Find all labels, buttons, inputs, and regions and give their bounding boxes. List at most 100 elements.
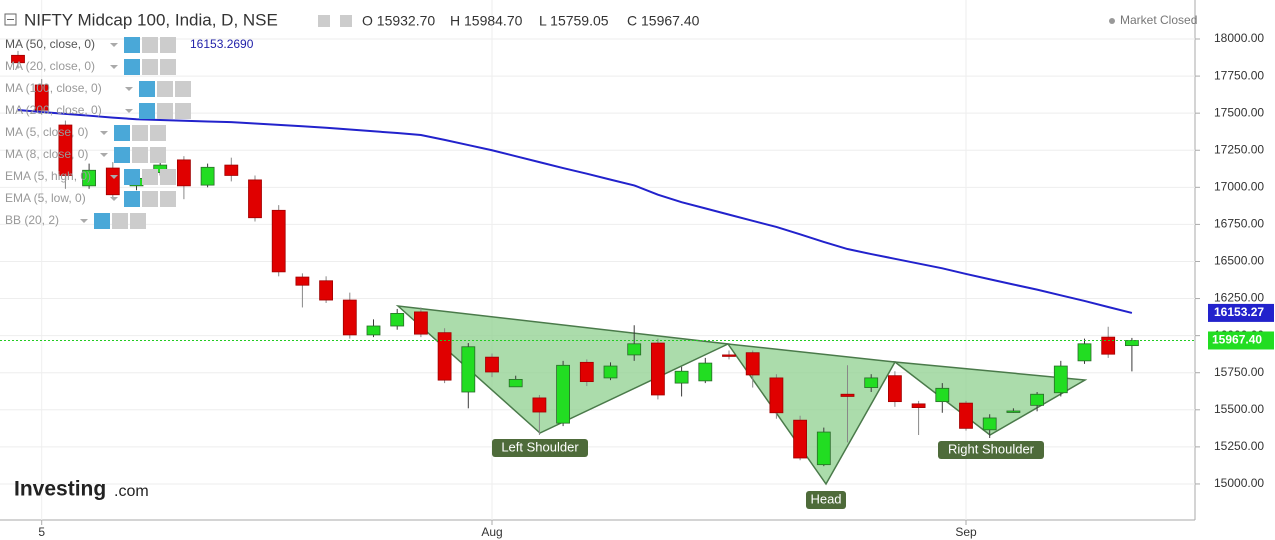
visibility-icon[interactable] <box>94 213 110 229</box>
candle-body <box>437 332 452 381</box>
candle-body <box>295 276 310 286</box>
visibility-icon[interactable] <box>139 81 155 97</box>
visibility-icon[interactable] <box>114 125 130 141</box>
candle-body <box>864 377 879 388</box>
annotation-box <box>806 491 846 509</box>
y-tick-label: 16750.00 <box>1214 217 1264 231</box>
close-icon[interactable] <box>160 59 176 75</box>
close-icon[interactable] <box>160 169 176 185</box>
settings-icon[interactable] <box>132 147 148 163</box>
y-tick-label: 17750.00 <box>1214 68 1264 82</box>
x-tick-label: 5 <box>38 525 45 539</box>
indicator-legend: MA (50, close, 0) 16153.2690 MA (20, close… <box>5 37 254 229</box>
close-icon[interactable] <box>160 191 176 207</box>
indicator-name: MA (200, close, 0) <box>5 103 102 117</box>
close-icon[interactable] <box>175 81 191 97</box>
visibility-icon[interactable] <box>124 191 140 207</box>
plot <box>0 50 1195 467</box>
candle-body <box>319 280 334 301</box>
indicator-name: EMA (5, low, 0) <box>5 191 86 205</box>
indicator-name: BB (20, 2) <box>5 213 59 227</box>
candle-body <box>532 397 547 413</box>
visibility-icon[interactable] <box>114 147 130 163</box>
candle-body <box>271 209 286 273</box>
candle-body <box>390 312 405 327</box>
candle-body <box>105 167 120 196</box>
dropdown-icon <box>125 109 133 113</box>
candle-body <box>1101 336 1116 355</box>
market-status: Market Closed <box>1120 13 1197 27</box>
visibility-icon[interactable] <box>124 59 140 75</box>
annotation: Left Shoulder <box>501 439 579 454</box>
dropdown-icon <box>110 197 118 201</box>
close-icon[interactable] <box>150 147 166 163</box>
settings-icon[interactable] <box>142 191 158 207</box>
candle-body <box>1125 340 1139 347</box>
candle-body <box>1053 365 1068 394</box>
visibility-icon[interactable] <box>124 37 140 53</box>
collapse-icon[interactable] <box>4 13 17 26</box>
y-tick-label: 17250.00 <box>1214 142 1264 156</box>
annotation: Right Shoulder <box>948 441 1035 456</box>
y-tick-label: 18000.00 <box>1214 31 1264 45</box>
close-icon[interactable] <box>160 37 176 53</box>
visibility-icon[interactable] <box>139 103 155 119</box>
ma-label: 16153.27 <box>1214 305 1264 319</box>
candle-body <box>224 164 239 176</box>
indicator-name: MA (8, close, 0) <box>5 147 88 161</box>
candle-body <box>745 352 760 376</box>
settings-icon[interactable] <box>142 169 158 185</box>
ma-label-box <box>1208 303 1274 322</box>
close-icon[interactable] <box>175 103 191 119</box>
dropdown-icon <box>100 131 108 135</box>
close-icon[interactable] <box>150 125 166 141</box>
close-icon[interactable] <box>130 213 146 229</box>
annotation: Head <box>810 491 841 506</box>
annotation-box <box>938 441 1044 459</box>
candle-body <box>11 54 25 64</box>
y-tick-label: 17000.00 <box>1214 179 1264 193</box>
ohlc-open: O 15932.70 <box>362 13 435 29</box>
x-tick-label: Sep <box>955 525 977 539</box>
indicator-value: 16153.2690 <box>190 37 254 51</box>
ohlc-close: C 15967.40 <box>627 13 700 29</box>
candle-body <box>888 375 902 403</box>
candle-body <box>248 179 262 219</box>
logo: Investing .com <box>14 478 149 501</box>
ohlc-high: H 15984.70 <box>450 13 523 29</box>
candle-body <box>816 431 831 466</box>
header: NIFTY Midcap 100, India, D, NSE O 15932.… <box>4 10 1197 29</box>
x-tick-label: Aug <box>481 525 502 539</box>
y-tick-label: 15500.00 <box>1214 402 1264 416</box>
grid <box>0 0 1200 520</box>
dropdown-icon <box>110 43 118 47</box>
candle-body <box>556 364 570 424</box>
candle-body <box>1077 343 1092 362</box>
close-label: 15967.40 <box>1212 333 1262 347</box>
settings-icon[interactable] <box>142 37 158 53</box>
candle-body <box>176 159 191 187</box>
settings-icon[interactable] <box>157 81 173 97</box>
settings-icon[interactable] <box>132 125 148 141</box>
dropdown-icon <box>110 175 118 179</box>
candle-body <box>722 354 736 357</box>
settings-icon[interactable] <box>157 103 173 119</box>
candle-body <box>840 393 855 397</box>
settings-icon[interactable] <box>340 15 352 27</box>
candle-body <box>413 311 428 335</box>
y-tick-label: 15750.00 <box>1214 365 1264 379</box>
candle-body <box>1030 393 1044 406</box>
settings-icon[interactable] <box>112 213 128 229</box>
settings-icon[interactable] <box>318 15 330 27</box>
settings-icon[interactable] <box>142 59 158 75</box>
candle-body <box>935 387 950 403</box>
y-tick-label: 17500.00 <box>1214 105 1264 119</box>
dropdown-icon <box>80 219 88 223</box>
visibility-icon[interactable] <box>124 169 140 185</box>
status-dot <box>1109 18 1115 24</box>
candle-body <box>508 378 523 388</box>
candle-body <box>793 419 807 459</box>
candle-body <box>342 299 357 336</box>
y-tick-label: 16500.00 <box>1214 254 1264 268</box>
